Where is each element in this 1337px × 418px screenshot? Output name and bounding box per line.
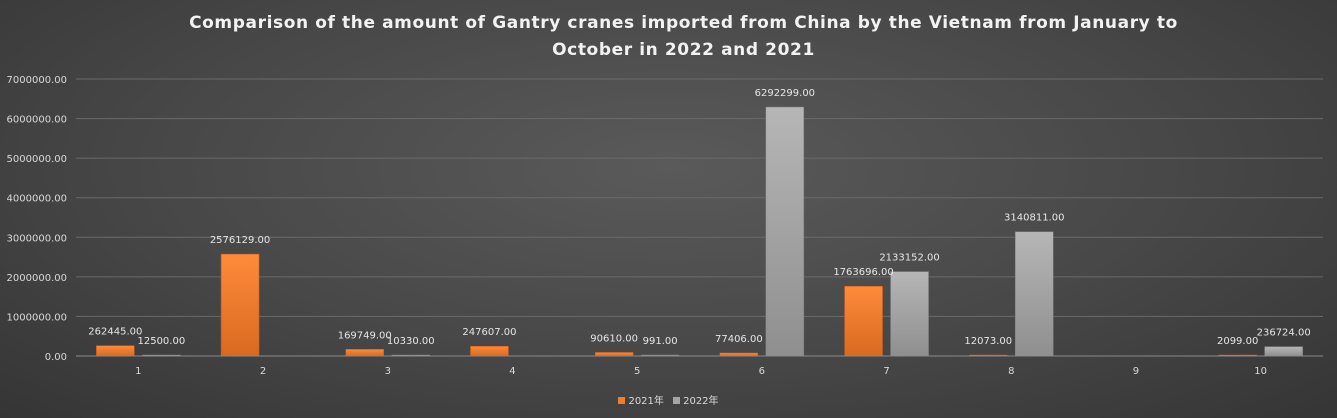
data-label: 2576129.00 xyxy=(210,235,270,246)
y-tick-label: 7000000.00 xyxy=(7,75,67,86)
data-label: 12073.00 xyxy=(964,336,1012,347)
bar-2021年-5 xyxy=(594,352,634,357)
bar-2022年-6 xyxy=(765,106,805,357)
x-axis: 1 2 3 4 5 6 7 8 9 10 xyxy=(76,355,1323,377)
x-tick-label: 6 xyxy=(759,366,765,377)
legend-item-2021: 2021年 xyxy=(618,392,664,407)
y-tick-label: 3000000.00 xyxy=(7,233,67,244)
y-tick-label: 5000000.00 xyxy=(7,154,67,165)
gridlines xyxy=(76,78,1323,317)
x-tick-label: 5 xyxy=(634,366,640,377)
data-label: 247607.00 xyxy=(462,327,516,338)
bar-2022年-7 xyxy=(890,271,929,357)
y-tick-label: 0.00 xyxy=(45,352,67,363)
y-tick-label: 1000000.00 xyxy=(7,312,67,323)
x-tick-label: 9 xyxy=(1133,366,1139,377)
bar-2021年-1 xyxy=(96,345,135,357)
data-label: 77406.00 xyxy=(715,334,763,345)
legend: 2021年 2022年 xyxy=(0,392,1337,407)
bars xyxy=(96,106,1303,357)
x-tick-label: 10 xyxy=(1254,366,1267,377)
data-label: 2099.00 xyxy=(1217,336,1258,347)
bar-2022年-10 xyxy=(1264,346,1303,357)
legend-swatch-2021 xyxy=(618,397,626,404)
data-label: 3140811.00 xyxy=(1004,213,1064,224)
bar-2021年-7 xyxy=(844,285,883,357)
data-label: 6292299.00 xyxy=(755,88,815,99)
y-axis: 0.00 1000000.00 2000000.00 3000000.00 400000… xyxy=(7,75,67,363)
x-tick-label: 3 xyxy=(385,366,391,377)
bar-2021年-2 xyxy=(220,253,260,357)
data-label: 10330.00 xyxy=(387,336,435,347)
y-tick-label: 2000000.00 xyxy=(7,273,67,284)
data-label: 12500.00 xyxy=(137,336,185,347)
legend-swatch-2022 xyxy=(673,397,681,404)
x-tick-label: 8 xyxy=(1008,366,1014,377)
data-label: 169749.00 xyxy=(338,330,392,341)
x-tick-label: 4 xyxy=(509,366,515,377)
x-tick-label: 7 xyxy=(883,366,889,377)
bar-labels: 262445.00 2576129.00 169749.00 247607.00 906… xyxy=(88,88,1310,347)
data-label: 991.00 xyxy=(643,336,678,347)
chart-title-line-1: Comparison of the amount of Gantry crane… xyxy=(189,13,1178,33)
bar-2021年-3 xyxy=(345,349,384,357)
x-tick-label: 1 xyxy=(135,366,141,377)
chart-title-line-2: October in 2022 and 2021 xyxy=(552,40,815,60)
data-label: 2133152.00 xyxy=(879,253,939,264)
y-tick-label: 4000000.00 xyxy=(7,194,67,205)
y-tick-label: 6000000.00 xyxy=(7,115,67,126)
bar-2022年-8 xyxy=(1015,231,1054,357)
data-label: 90610.00 xyxy=(590,333,638,344)
legend-label-2021: 2021年 xyxy=(628,396,664,407)
data-label: 262445.00 xyxy=(88,327,142,338)
legend-item-2022: 2022年 xyxy=(673,392,719,407)
legend-label-2022: 2022年 xyxy=(683,396,719,407)
x-tick-label: 2 xyxy=(260,366,266,377)
data-label: 236724.00 xyxy=(1257,328,1311,339)
chart-title: Comparison of the amount of Gantry crane… xyxy=(0,10,1337,64)
bar-2021年-4 xyxy=(470,345,509,357)
data-label: 1763696.00 xyxy=(833,267,893,278)
